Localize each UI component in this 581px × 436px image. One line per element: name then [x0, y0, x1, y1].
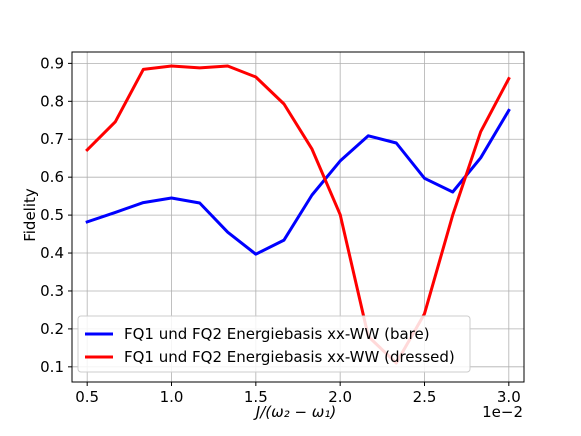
y-tick-label: 0.6 [40, 168, 64, 186]
legend-label-1: FQ1 und FQ2 Energiebasis xx-WW (bare) [124, 325, 430, 343]
series-line-1 [85, 108, 511, 256]
x-tick-label: 2.0 [328, 388, 352, 406]
grid [72, 52, 524, 382]
x-tick-label: 1.0 [160, 388, 184, 406]
y-tick-label: 0.7 [40, 130, 64, 148]
y-tick-label: 0.4 [40, 244, 64, 262]
y-tick-label: 0.5 [40, 206, 64, 224]
legend-label-2: FQ1 und FQ2 Energiebasis xx-WW (dressed) [124, 348, 455, 366]
legend-box [77, 315, 471, 373]
y-tick-label: 0.8 [40, 92, 64, 110]
y-tick-label: 0.1 [40, 358, 64, 376]
legend: FQ1 und FQ2 Energiebasis xx-WW (bare) FQ1… [77, 315, 471, 373]
x-axis-label: J/(ω₂ − ω₁) [253, 403, 336, 421]
y-tick-label: 0.2 [40, 320, 64, 338]
x-tick-label: 2.5 [413, 388, 437, 406]
y-axis-label: Fidelity [21, 188, 39, 242]
y-axis-ticks: 0.1 0.2 0.3 0.4 0.5 0.6 0.7 0.8 0.9 [40, 54, 72, 376]
y-tick-label: 0.3 [40, 282, 64, 300]
plot-area-frame [71, 51, 525, 383]
x-tick-label: 0.5 [75, 388, 99, 406]
x-tick-label: 1.5 [244, 388, 268, 406]
x-tick-label: 3.0 [497, 388, 521, 406]
y-tick-label: 0.9 [40, 54, 64, 72]
x-axis-ticks: 0.5 1.0 1.5 2.0 2.5 3.0 [75, 382, 521, 406]
series-lines [85, 64, 511, 365]
x-axis-offset-text: 1e−2 [482, 403, 523, 421]
series-line-2 [85, 64, 511, 365]
